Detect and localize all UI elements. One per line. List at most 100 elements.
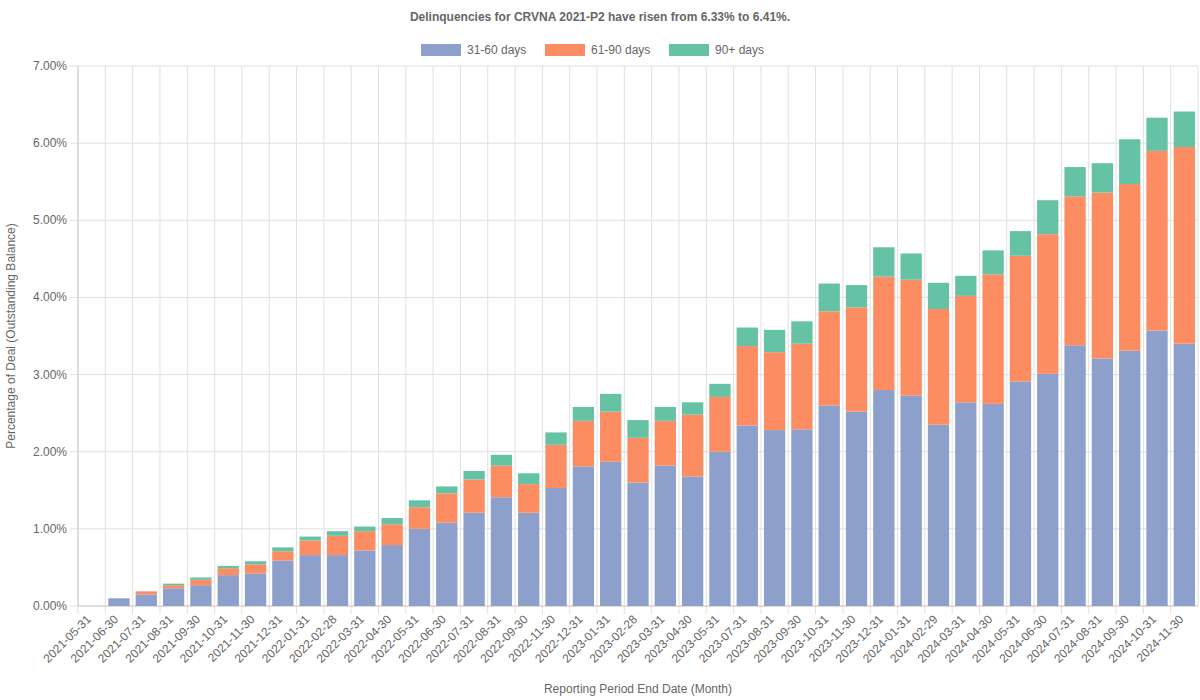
y-tick-label: 5.00% bbox=[33, 213, 67, 227]
x-grid-line bbox=[815, 66, 816, 614]
x-grid-line bbox=[1088, 66, 1089, 614]
y-tick-label: 6.00% bbox=[33, 136, 67, 150]
x-grid-line bbox=[979, 66, 980, 614]
x-grid-line bbox=[870, 66, 871, 614]
bar-segment bbox=[245, 564, 266, 573]
legend-swatch bbox=[669, 44, 709, 56]
x-grid-line bbox=[78, 66, 79, 614]
bar-segment bbox=[409, 507, 430, 529]
bar-segment bbox=[655, 421, 676, 466]
bar-segment bbox=[573, 466, 594, 606]
bar-segment bbox=[600, 394, 621, 412]
x-grid-line bbox=[678, 66, 679, 614]
bar-segment bbox=[81, 606, 102, 607]
bar-segment bbox=[436, 486, 457, 493]
x-grid-line bbox=[924, 66, 925, 614]
bar-segment bbox=[1119, 139, 1140, 184]
x-grid-line bbox=[842, 66, 843, 614]
bar-segment bbox=[764, 430, 785, 606]
bar-segment bbox=[791, 429, 812, 606]
bar-segment bbox=[381, 518, 402, 524]
y-grid-line bbox=[70, 143, 1198, 144]
bar-segment bbox=[901, 280, 922, 396]
x-grid-line bbox=[187, 66, 188, 614]
y-tick-label: 7.00% bbox=[33, 59, 67, 73]
bar-segment bbox=[491, 497, 512, 606]
x-grid-line bbox=[433, 66, 434, 614]
y-grid-line bbox=[70, 66, 1198, 67]
x-grid-line bbox=[269, 66, 270, 614]
bar-segment bbox=[409, 500, 430, 507]
x-grid-line bbox=[624, 66, 625, 614]
bar-segment bbox=[791, 344, 812, 430]
y-grid-line bbox=[70, 220, 1198, 221]
grid bbox=[70, 66, 1198, 614]
bar-segment bbox=[327, 555, 348, 606]
legend-label: 31-60 days bbox=[467, 43, 526, 57]
bar-segment bbox=[190, 577, 211, 579]
bar-segment bbox=[1174, 112, 1195, 147]
y-axis-title: Percentage of Deal (Outstanding Balance) bbox=[4, 223, 18, 448]
bar-segment bbox=[764, 352, 785, 430]
bar-segment bbox=[1119, 184, 1140, 351]
bar-segment bbox=[955, 276, 976, 296]
bar-segment bbox=[300, 555, 321, 606]
bar-segment bbox=[1037, 234, 1058, 374]
bar-segment bbox=[381, 545, 402, 606]
bar-segment bbox=[1146, 331, 1167, 606]
x-grid-line bbox=[569, 66, 570, 614]
x-grid-line bbox=[351, 66, 352, 614]
bar-segment bbox=[627, 438, 648, 483]
title: Delinquencies for CRVNA 2021-P2 have ris… bbox=[410, 10, 790, 24]
bar-segment bbox=[955, 402, 976, 606]
y-tick-label: 1.00% bbox=[33, 522, 67, 536]
bar-segment bbox=[381, 524, 402, 545]
bar-segment bbox=[545, 445, 566, 488]
bar-segment bbox=[627, 420, 648, 438]
bar-segment bbox=[436, 523, 457, 606]
bar-segment bbox=[682, 476, 703, 606]
bars bbox=[108, 112, 1195, 606]
bar-segment bbox=[1174, 147, 1195, 344]
bar-segment bbox=[573, 407, 594, 421]
bar-segment bbox=[901, 253, 922, 279]
bar-segment bbox=[982, 404, 1003, 606]
bar-segment bbox=[81, 606, 102, 607]
bar-segment bbox=[682, 415, 703, 477]
x-grid-line bbox=[1006, 66, 1007, 614]
bar-segment bbox=[491, 455, 512, 466]
bar-segment bbox=[955, 296, 976, 402]
bar-segment bbox=[518, 513, 539, 606]
bar-segment bbox=[982, 250, 1003, 274]
bar-segment bbox=[846, 285, 867, 307]
x-grid-line bbox=[952, 66, 953, 614]
chart: Delinquencies for CRVNA 2021-P2 have ris… bbox=[0, 0, 1200, 700]
bar-segment bbox=[136, 594, 157, 606]
bar-segment bbox=[1174, 344, 1195, 606]
bar-segment bbox=[737, 425, 758, 606]
bar-segment bbox=[901, 395, 922, 606]
bar-segment bbox=[81, 606, 102, 607]
bar-segment bbox=[108, 598, 129, 599]
bar-segment bbox=[190, 585, 211, 606]
bar-segment bbox=[518, 473, 539, 484]
x-grid-line bbox=[760, 66, 761, 614]
bar-segment bbox=[1119, 351, 1140, 606]
bar-segment bbox=[709, 384, 730, 397]
x-grid-line bbox=[1170, 66, 1171, 614]
y-tick-label: 2.00% bbox=[33, 445, 67, 459]
bar-segment bbox=[163, 588, 184, 606]
legend-label: 61-90 days bbox=[591, 43, 650, 57]
bar-segment bbox=[1037, 374, 1058, 606]
bar-segment bbox=[819, 311, 840, 405]
bar-segment bbox=[655, 466, 676, 606]
x-grid-line bbox=[405, 66, 406, 614]
x-grid-line bbox=[378, 66, 379, 614]
bar-segment bbox=[1146, 118, 1167, 151]
bar-segment bbox=[163, 585, 184, 588]
bar-segment bbox=[1092, 358, 1113, 606]
bar-segment bbox=[1010, 382, 1031, 606]
x-grid-line bbox=[296, 66, 297, 614]
bar-segment bbox=[354, 550, 375, 606]
bar-segment bbox=[819, 284, 840, 312]
